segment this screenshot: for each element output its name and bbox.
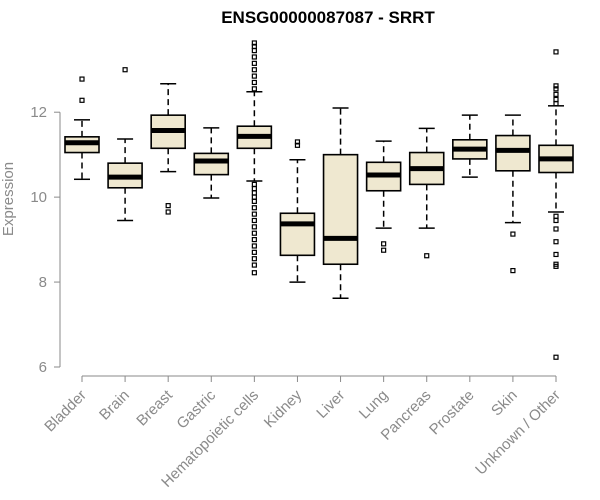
x-tick-label: Bladder (41, 387, 90, 436)
outlier-point (553, 354, 559, 360)
outlier-point (553, 239, 559, 245)
y-tick-label: 8 (39, 274, 47, 291)
y-axis-label: Expression (0, 162, 17, 236)
outlier-point (553, 217, 559, 224)
outlier-point (251, 48, 257, 54)
x-tick-label: Brain (96, 387, 133, 424)
outlier-point (251, 211, 257, 217)
x-tick-label: Prostate (426, 387, 478, 439)
outlier-point (165, 209, 171, 215)
iqr-box (193, 152, 230, 176)
outlier-point (251, 181, 257, 187)
box-breast (150, 82, 186, 215)
outlier-point (251, 230, 257, 236)
box-liver (322, 107, 359, 299)
boxes-group (64, 40, 574, 360)
outlier-point (122, 67, 128, 73)
box-kidney (279, 139, 316, 283)
outlier-point (251, 86, 257, 92)
outlier-point (251, 73, 257, 79)
outlier-point (294, 142, 301, 148)
y-tick-label: 6 (39, 359, 47, 376)
outlier-point (251, 256, 257, 262)
iqr-box (495, 134, 531, 172)
box-bladder (64, 76, 100, 181)
outlier-point (553, 49, 559, 55)
outlier-point (553, 213, 559, 219)
box-hematopoietic-cells (236, 40, 273, 276)
outlier-point (381, 241, 387, 247)
iqr-box (322, 153, 359, 266)
outlier-point (79, 97, 85, 103)
x-tick-label: Liver (313, 387, 348, 422)
x-tick-label: Breast (133, 386, 176, 429)
outlier-point (553, 261, 559, 267)
y-axis: 6 8 10 12 (30, 104, 61, 376)
box-lung (365, 140, 402, 253)
outlier-point (165, 203, 171, 209)
outlier-point (553, 83, 559, 89)
outlier-point (424, 253, 430, 259)
box-gastric (193, 127, 230, 199)
box-unknown-other (538, 49, 574, 360)
chart-title: ENSG00000087087 - SRRT (221, 8, 435, 27)
outlier-point (294, 139, 301, 145)
outlier-point (251, 60, 257, 66)
x-tick-label: Kidney (261, 386, 306, 431)
x-tick-label: Skin (488, 387, 521, 420)
y-tick-label: 10 (30, 189, 47, 206)
outlier-point (251, 262, 257, 268)
outlier-point (251, 198, 257, 204)
box-prostate (452, 114, 488, 178)
box-skin (495, 114, 531, 274)
outlier-point (251, 190, 257, 196)
outlier-point (553, 251, 559, 258)
outlier-point (510, 231, 516, 237)
outlier-point (251, 43, 257, 49)
outlier-point (79, 76, 85, 82)
iqr-box (279, 212, 316, 257)
outlier-point (553, 101, 559, 107)
outlier-point (251, 40, 257, 46)
outlier-point (553, 91, 559, 97)
outlier-point (553, 86, 559, 92)
outlier-point (251, 186, 257, 192)
outlier-point (251, 236, 257, 243)
outlier-point (251, 249, 257, 255)
outlier-point (251, 270, 257, 276)
box-pancreas (408, 127, 445, 259)
outlier-point (251, 79, 257, 86)
box-brain (107, 67, 143, 222)
outlier-point (381, 247, 387, 253)
y-tick-label: 12 (30, 104, 47, 121)
outlier-point (553, 96, 559, 103)
outlier-point (251, 194, 257, 200)
outlier-point (251, 67, 257, 73)
outlier-point (251, 54, 257, 60)
outlier-point (251, 224, 257, 230)
outlier-point (251, 243, 257, 249)
outlier-point (553, 226, 559, 232)
outlier-point (251, 217, 257, 224)
x-tick-label: Lung (356, 387, 392, 423)
outlier-point (510, 267, 516, 274)
outlier-point (251, 205, 257, 211)
